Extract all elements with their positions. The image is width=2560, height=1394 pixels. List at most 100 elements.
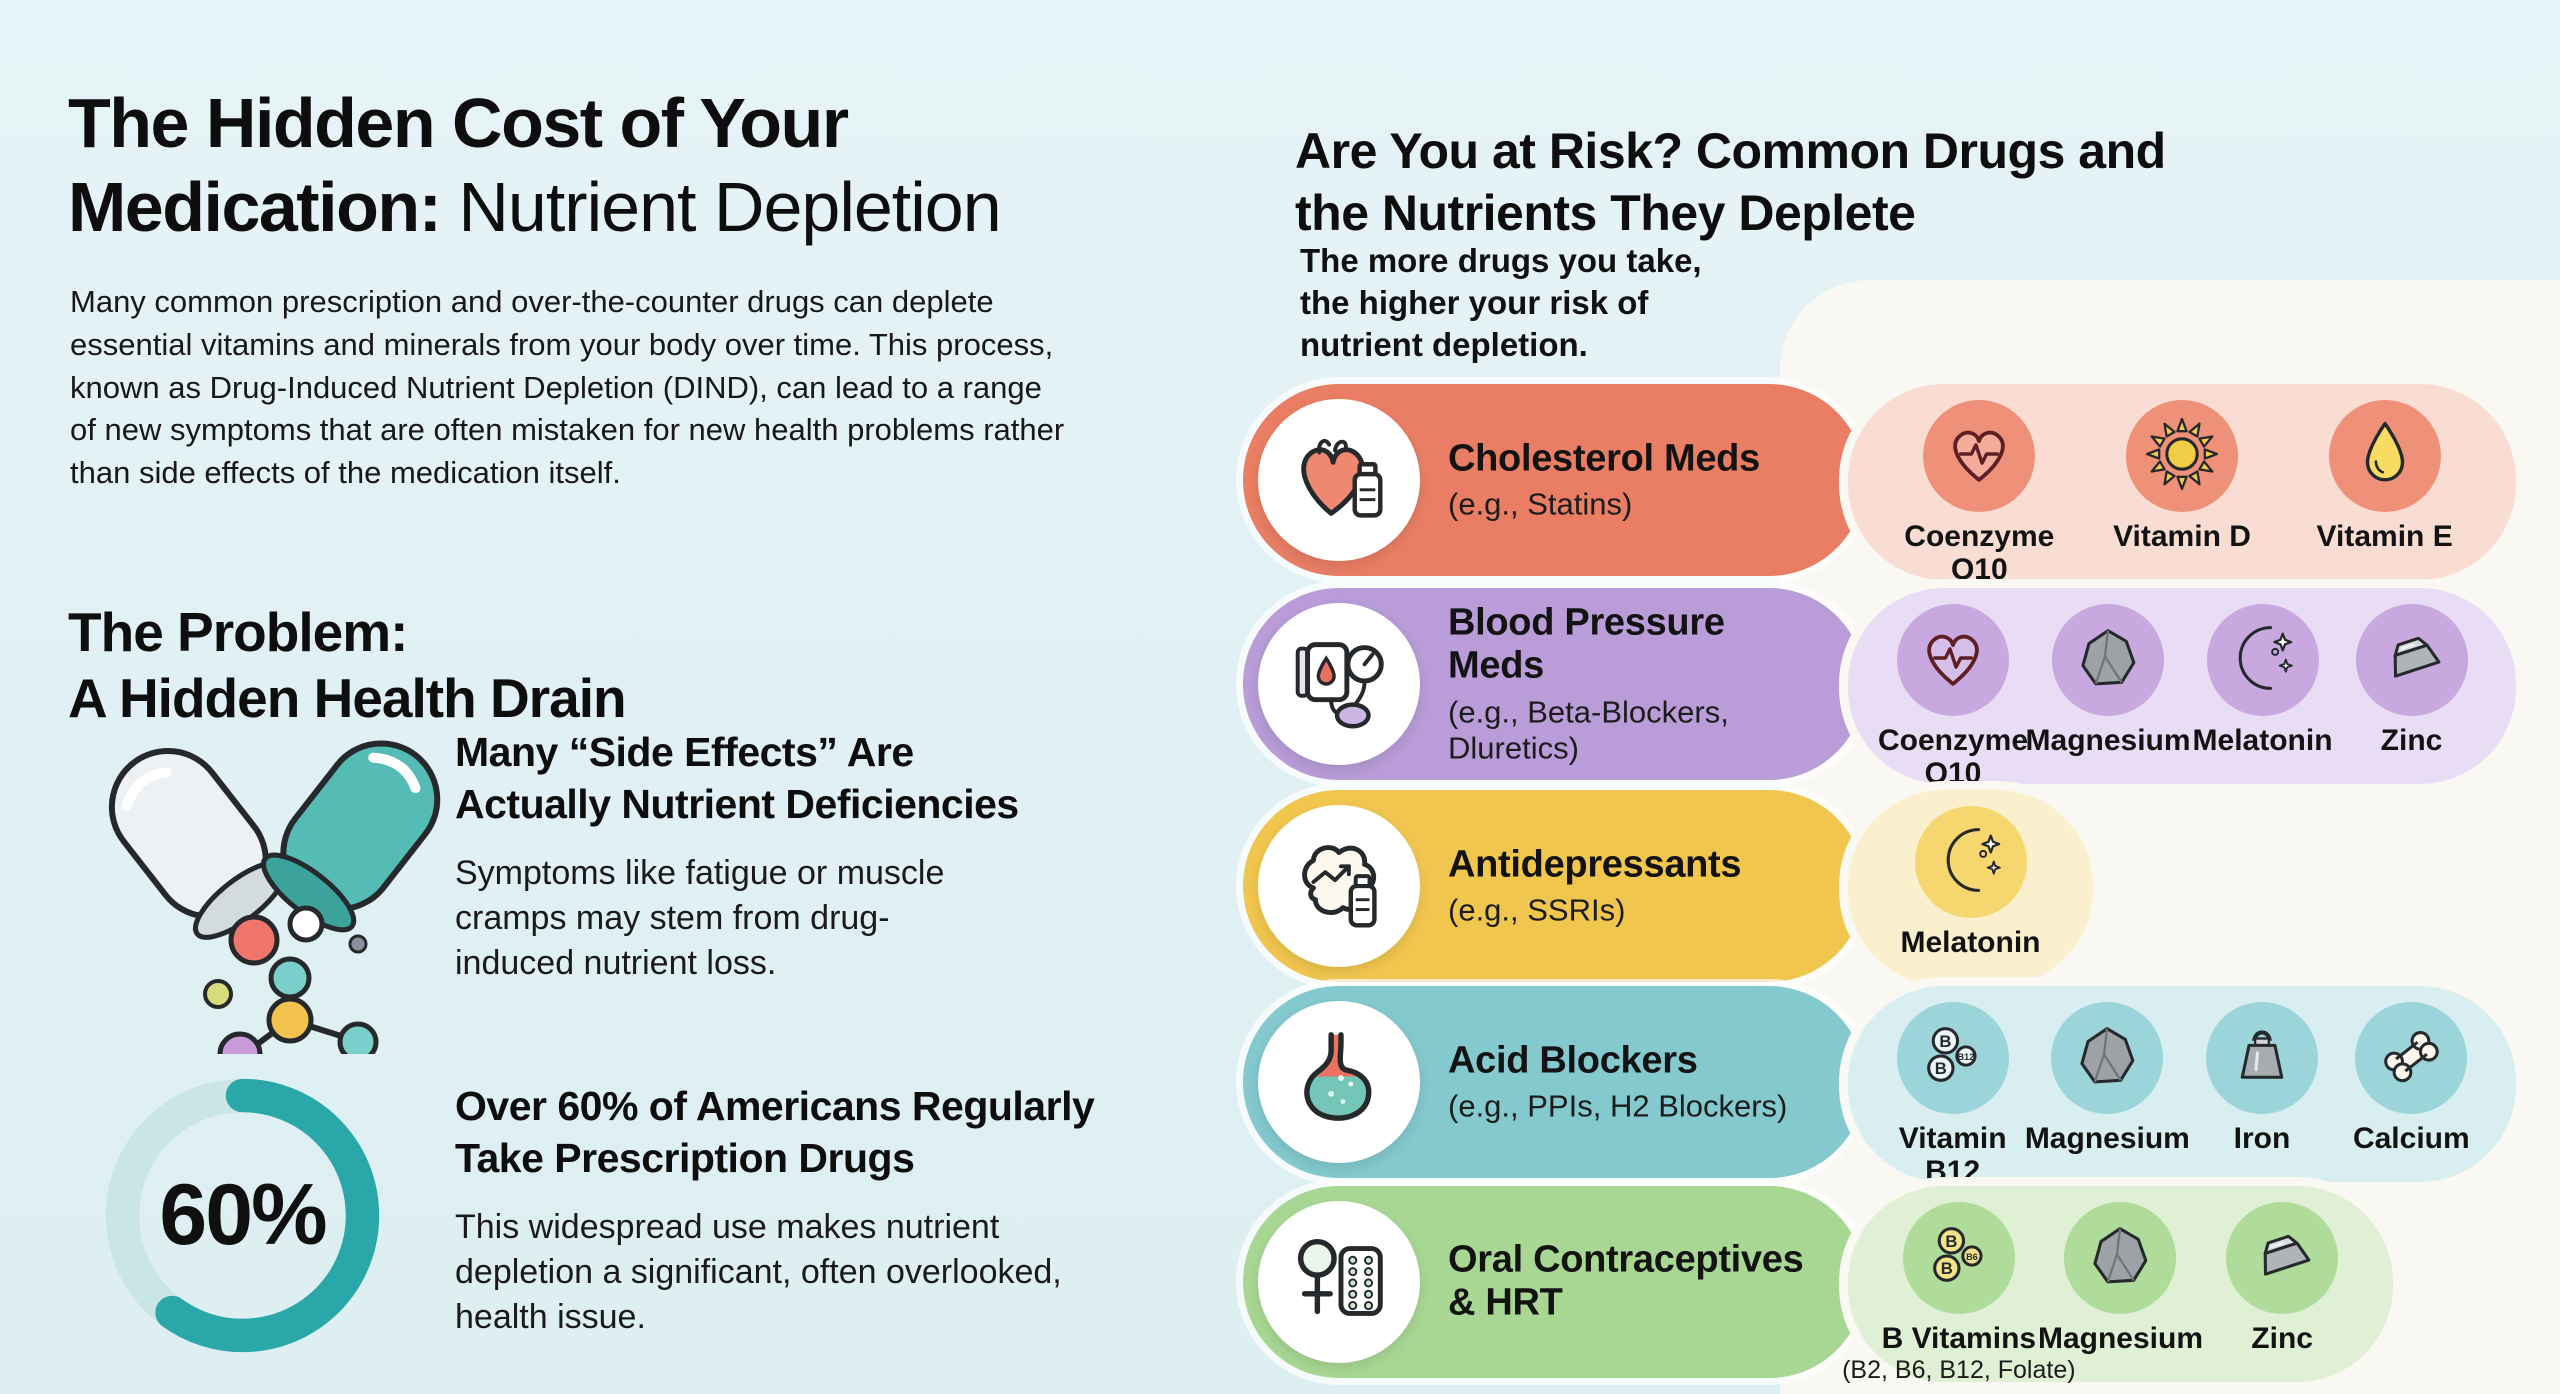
drug-example: (e.g., SSRIs) xyxy=(1448,892,1626,928)
donut-arc xyxy=(105,1078,380,1353)
nutrient-item: Zinc xyxy=(2337,604,2486,757)
feature-prescription-use-body: This widespread use makes nutrient deple… xyxy=(455,1207,1062,1337)
nutrient-icon-circle xyxy=(2125,400,2238,512)
feature-side-effects-title-line2: Actually Nutrient Deficiencies xyxy=(455,781,1019,828)
heart-pulse-icon xyxy=(1915,620,1991,701)
open-capsule-illustration xyxy=(58,702,478,1077)
nutrient-icon-circle xyxy=(2064,1202,2177,1314)
nutrient-icon-circle xyxy=(1923,400,2036,512)
nutrient-icon-circle xyxy=(2052,604,2165,716)
drug-row-3: Antidepressants (e.g., SSRIs) Melatonin xyxy=(1243,790,2533,986)
rock-icon xyxy=(2069,1018,2145,1099)
drug-icon-circle xyxy=(1258,1001,1420,1163)
nutrient-icon-circle: B B B6 xyxy=(1902,1202,2015,1314)
nutrient-label: Magnesium xyxy=(2025,724,2191,757)
nutrient-item: Vitamin E xyxy=(2305,400,2465,553)
ingot-icon xyxy=(2374,620,2450,701)
risk-heading-line1: Are You at Risk? Common Drugs and xyxy=(1295,122,2166,179)
drug-example: (e.g., Statins) xyxy=(1448,486,1633,522)
bp-monitor-icon xyxy=(1280,623,1398,746)
risk-subheading: The more drugs you take, the higher your… xyxy=(1300,240,1702,367)
nutrient-item: Coenzyme Q10 xyxy=(1899,400,2059,586)
risk-subheading-line2: the higher your risk of xyxy=(1300,284,1649,322)
iron-weight-icon xyxy=(2224,1018,2300,1099)
page-title: The Hidden Cost of Your Medication: Nutr… xyxy=(68,81,1002,249)
nutrient-item: B B B6 B Vitamins (B2, B6, B12, Folate) xyxy=(1842,1202,2076,1385)
heart-pill-bottle-icon xyxy=(1280,419,1398,542)
nutrient-label: Coenzyme Q10 xyxy=(1904,520,2055,586)
drug-name: Acid Blockers xyxy=(1448,1039,1698,1082)
drug-text: Cholesterol Meds (e.g., Statins) xyxy=(1448,437,1760,522)
rock-icon xyxy=(2082,1218,2158,1299)
stomach-icon xyxy=(1280,1021,1398,1144)
capsule-illustration-svg xyxy=(108,740,441,1077)
nutrient-label: Coenzyme Q10 xyxy=(1878,724,2029,790)
nutrient-icon-circle xyxy=(2206,604,2319,716)
svg-text:B: B xyxy=(1945,1231,1957,1250)
drug-pill: Cholesterol Meds (e.g., Statins) xyxy=(1243,384,1865,576)
nutrient-label: Vitamin E xyxy=(2316,520,2453,553)
drug-text: Oral Contraceptives & HRT xyxy=(1448,1239,1808,1326)
drug-pill: Blood Pressure Meds (e.g., Beta-Blockers,… xyxy=(1243,588,1865,780)
drug-row-2: Blood Pressure Meds (e.g., Beta-Blockers,… xyxy=(1243,588,2533,790)
nutrient-item: Iron xyxy=(2187,1002,2336,1155)
nutrient-label: Zinc xyxy=(2380,724,2443,757)
prescription-use-donut-chart: 60% xyxy=(95,1068,390,1363)
rock-icon xyxy=(2070,620,2146,701)
moon-stars-icon xyxy=(2225,620,2301,701)
donut-center-label: 60% xyxy=(159,1167,327,1263)
risk-subheading-line3: nutrient depletion. xyxy=(1300,326,1588,364)
problem-heading: The Problem: A Hidden Health Drain xyxy=(68,599,627,731)
drug-text: Acid Blockers (e.g., PPIs, H2 Blockers) xyxy=(1448,1039,1787,1124)
drug-text: Blood Pressure Meds (e.g., Beta-Blockers,… xyxy=(1448,602,1833,767)
nutrient-item: Magnesium xyxy=(2025,604,2191,757)
nutrient-item: Coenzyme Q10 xyxy=(1878,604,2028,790)
nutrient-icon-circle xyxy=(2051,1002,2164,1114)
page-title-line2-bold: Medication: xyxy=(68,167,442,246)
female-blister-icon xyxy=(1280,1221,1398,1344)
nutrient-icon-circle xyxy=(1897,604,2010,716)
nutrient-group: Coenzyme Q10 Magnesium Melatonin Zinc xyxy=(1848,588,2516,790)
droplet-icon xyxy=(2347,416,2423,497)
b12-circles-icon: B B B12 xyxy=(1915,1018,1991,1099)
drug-icon-circle xyxy=(1258,399,1420,561)
nutrient-icon-circle xyxy=(2355,1002,2468,1114)
nutrient-group: B B B6 B Vitamins (B2, B6, B12, Folate) Magne… xyxy=(1842,1186,2393,1385)
nutrient-label: Iron xyxy=(2233,1122,2291,1155)
donut-chart-svg xyxy=(105,1078,380,1353)
sun-icon xyxy=(2144,416,2220,497)
svg-text:B: B xyxy=(1934,1059,1946,1078)
feature-prescription-use: Over 60% of Americans Regularly Take Pre… xyxy=(455,1080,1115,1341)
nutrient-sublabel: (B2, B6, B12, Folate) xyxy=(1842,1356,2076,1384)
drug-pill: Oral Contraceptives & HRT xyxy=(1243,1186,1865,1378)
nutrient-icon-circle xyxy=(2355,604,2468,716)
drug-example: (e.g., PPIs, H2 Blockers) xyxy=(1448,1088,1788,1124)
drug-pill: Antidepressants (e.g., SSRIs) xyxy=(1243,790,1865,982)
drug-name: Antidepressants xyxy=(1448,843,1742,886)
nutrient-label: Magnesium xyxy=(2037,1322,2203,1355)
nutrient-label: Magnesium xyxy=(2024,1122,2190,1155)
bone-icon xyxy=(2373,1018,2449,1099)
svg-text:B12: B12 xyxy=(1957,1051,1974,1061)
ingot-icon xyxy=(2244,1218,2320,1299)
nutrient-icon-circle xyxy=(2226,1202,2339,1314)
nutrient-group: Coenzyme Q10 Vitamin D Vitamin E xyxy=(1848,384,2516,586)
feature-prescription-use-title-line1: Over 60% of Americans Regularly xyxy=(455,1083,1095,1129)
svg-text:B: B xyxy=(1939,1031,1951,1050)
drug-icon-circle xyxy=(1258,603,1420,765)
nutrient-label: Vitamin B12 xyxy=(1898,1122,2007,1188)
drug-example: (e.g., Beta-Blockers, Dluretics) xyxy=(1448,694,1729,766)
nutrient-item: Melatonin xyxy=(2188,604,2337,757)
feature-side-effects: Many “Side Effects” Are Actually Nutrien… xyxy=(455,726,1019,987)
drug-row-1: Cholesterol Meds (e.g., Statins) Coenzyme … xyxy=(1243,384,2533,586)
problem-heading-line1: The Problem: xyxy=(68,600,408,663)
brain-pill-bottle-icon xyxy=(1280,825,1398,948)
svg-text:B6: B6 xyxy=(1966,1251,1978,1261)
feature-prescription-use-title-line2: Take Prescription Drugs xyxy=(455,1135,915,1182)
nutrient-icon-circle xyxy=(2328,400,2441,512)
drug-name: Cholesterol Meds xyxy=(1448,437,1760,480)
bvitamin-circles-icon: B B B6 xyxy=(1921,1218,1997,1299)
nutrient-item: Melatonin xyxy=(1891,806,2051,959)
risk-heading: Are You at Risk? Common Drugs and the Nu… xyxy=(1295,120,2166,245)
